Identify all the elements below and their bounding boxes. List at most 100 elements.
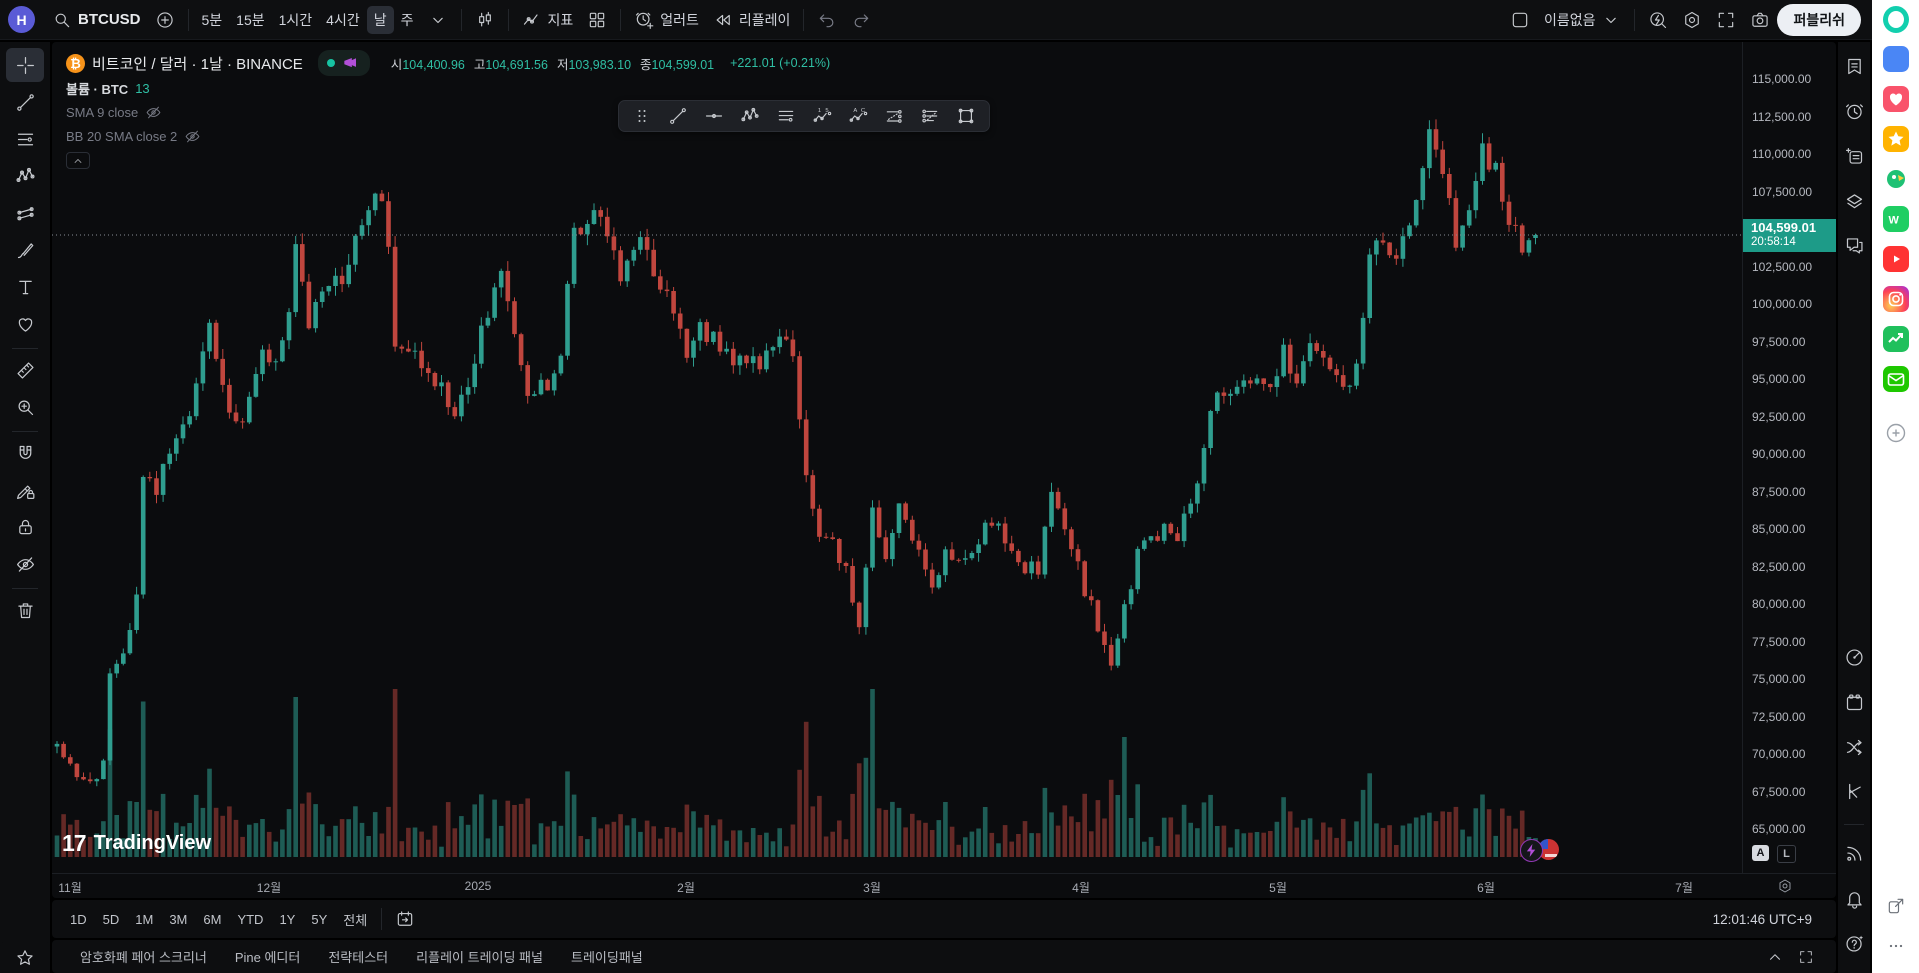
instagram-app-icon[interactable] [1882, 286, 1909, 312]
snapshot-button[interactable] [1743, 6, 1777, 34]
horizontal-line-tool[interactable] [697, 103, 731, 129]
calendar-icon[interactable] [1840, 687, 1868, 717]
drag-handle-tool[interactable] [625, 103, 659, 129]
bottom-tab[interactable]: 트레이딩패널 [570, 950, 643, 965]
bottom-tab[interactable]: 전략테스터 [328, 950, 389, 965]
xabcd-pattern-tool[interactable] [733, 103, 767, 129]
range-button-전체[interactable]: 전체 [343, 912, 368, 928]
bell-icon[interactable] [1840, 883, 1868, 913]
chart-pane[interactable]: ₿ 비트코인 / 달러 · 1날 · BINANCE 시104,400.96 고1… [52, 42, 1836, 898]
whale-ring-icon[interactable] [1882, 5, 1909, 33]
bottom-tab[interactable]: Pine 에디터 [234, 950, 301, 965]
publish-button[interactable]: 퍼블리쉬 [1777, 3, 1861, 36]
range-button-1M[interactable]: 1M [135, 911, 154, 927]
undo-button[interactable] [810, 6, 844, 34]
cross-arrows-icon[interactable] [1840, 732, 1868, 762]
server-clock[interactable]: 12:01:46 UTC+9 [1712, 911, 1812, 927]
alert-button[interactable]: 얼러트 [627, 6, 706, 34]
rectangle-tool[interactable] [949, 103, 983, 129]
crosshair-tool[interactable] [6, 48, 44, 82]
save-layout-checkbox[interactable] [1503, 6, 1537, 34]
external-link-icon[interactable] [1883, 893, 1909, 919]
fullscreen-button[interactable] [1709, 6, 1743, 34]
axis-settings-gear-icon[interactable] [1777, 878, 1793, 894]
text-tool[interactable] [6, 270, 44, 304]
interval-button-15분[interactable]: 15분 [236, 11, 265, 28]
interval-button-주[interactable]: 주 [400, 11, 414, 28]
radar-icon[interactable] [1840, 643, 1868, 673]
streams-icon[interactable] [1840, 839, 1868, 869]
legend-collapse-button[interactable] [66, 152, 90, 169]
market-status-pill[interactable] [317, 50, 370, 76]
star-app-icon[interactable] [1882, 126, 1909, 152]
emoji-heart-tool[interactable] [6, 307, 44, 341]
parrot-app-icon[interactable] [1882, 166, 1909, 192]
indicators-button[interactable]: 지표 [515, 6, 581, 34]
user-avatar[interactable]: H [8, 6, 35, 33]
range-button-1Y[interactable]: 1Y [279, 911, 296, 927]
trend-line-tool[interactable] [661, 103, 695, 129]
heart-app-icon[interactable] [1882, 86, 1909, 112]
help-icon[interactable] [1840, 928, 1868, 958]
range-button-3M[interactable]: 3M [169, 911, 188, 927]
parallel-lines-tool[interactable] [769, 103, 803, 129]
maximize-panel-icon[interactable] [1798, 949, 1814, 965]
trend-line-tool[interactable] [6, 85, 44, 119]
xabcd-pattern-tool[interactable] [6, 159, 44, 193]
ruler-tool[interactable] [6, 353, 44, 387]
mail-app-icon[interactable] [1882, 366, 1909, 392]
symbol-search-button[interactable]: BTCUSD [45, 6, 148, 34]
layout-name-button[interactable]: 이름없음 [1537, 6, 1629, 34]
notes-plus-icon[interactable] [1840, 142, 1868, 172]
projection-tool[interactable] [6, 196, 44, 230]
chart-settings-button[interactable] [1675, 6, 1709, 34]
time-axis[interactable]: 11월 12월 2025 2월 3월 4월 5월 6월 7월 [52, 873, 1836, 898]
indicator-row-bb[interactable]: BB 20 SMA close 2 [66, 124, 830, 148]
legend-title-row[interactable]: ₿ 비트코인 / 달러 · 1날 · BINANCE 시104,400.96 고1… [66, 50, 830, 76]
range-button-YTD[interactable]: YTD [237, 911, 264, 927]
youtube-app-icon[interactable] [1882, 246, 1909, 272]
fib-retracement-tool[interactable] [6, 122, 44, 156]
interval-button-5분[interactable]: 5분 [201, 11, 223, 28]
eye-off-icon[interactable] [184, 128, 201, 145]
quick-search-button[interactable] [1641, 6, 1675, 34]
bottom-tab[interactable]: 리플레이 트레이딩 패널 [416, 950, 543, 965]
add-app-icon[interactable] [1882, 420, 1909, 446]
interval-button-4시간[interactable]: 4시간 [326, 11, 360, 28]
range-button-6M[interactable]: 6M [203, 911, 222, 927]
chevron-up-icon[interactable] [1766, 948, 1784, 966]
interval-button-날[interactable]: 날 [366, 5, 394, 34]
layout-grid-button[interactable] [580, 6, 614, 34]
goto-date-button[interactable] [388, 905, 422, 933]
lightning-badge-icon[interactable] [1520, 839, 1543, 862]
bottom-tab[interactable]: 암호화폐 페어 스크리너 [80, 950, 207, 965]
range-button-5Y[interactable]: 5Y [311, 911, 328, 927]
range-button-5D[interactable]: 5D [102, 911, 120, 927]
candlestick-plot[interactable] [52, 42, 1742, 873]
layers-icon[interactable] [1840, 186, 1868, 216]
price-axis[interactable]: 115,000.00 112,500.00 110,000.00 107,500.00… [1742, 42, 1836, 873]
indicator-row-sma[interactable]: SMA 9 close [66, 100, 830, 124]
trend-based-fib-b-tool[interactable] [913, 103, 947, 129]
redo-button[interactable] [844, 6, 878, 34]
chart-style-button[interactable] [468, 6, 502, 34]
range-button-1D[interactable]: 1D [70, 911, 87, 927]
webtoon-app-icon[interactable]: W [1882, 206, 1909, 232]
magnet-tool[interactable] [6, 436, 44, 470]
eye-off-icon[interactable] [145, 104, 162, 121]
replay-button[interactable]: 리플레이 [706, 6, 798, 34]
favorites-toolbar-toggle[interactable] [0, 942, 50, 973]
hide-all-tool[interactable] [6, 547, 44, 581]
dom-icon[interactable] [1840, 777, 1868, 807]
trend-based-fib-a-tool[interactable] [877, 103, 911, 129]
alarm-clock-icon[interactable] [1840, 97, 1868, 127]
auto-scale-button[interactable]: A [1752, 845, 1769, 861]
flags-badge-icon[interactable] [1538, 839, 1559, 860]
brush-tool[interactable] [6, 233, 44, 267]
compare-add-button[interactable] [148, 6, 182, 34]
watchlist-icon[interactable] [1840, 52, 1868, 82]
interval-chevron-button[interactable] [421, 6, 455, 34]
drawing-edit-lock-tool[interactable] [6, 473, 44, 507]
